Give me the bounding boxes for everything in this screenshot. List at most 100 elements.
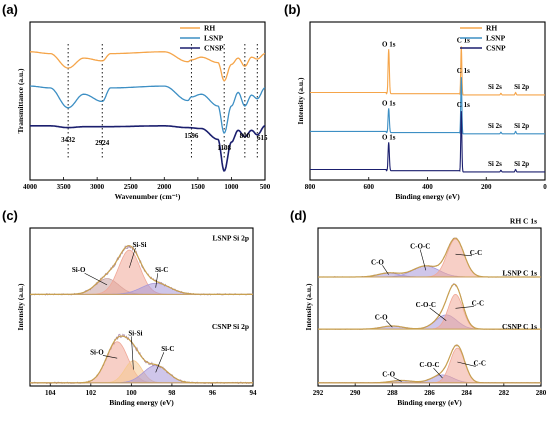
x-tick-label: 1000 bbox=[224, 183, 239, 191]
plot-frame bbox=[309, 21, 546, 181]
component-label: Si-O bbox=[72, 266, 86, 274]
plot-frame bbox=[29, 21, 266, 181]
spectrum-label: LSNP C 1s bbox=[502, 268, 537, 277]
x-tick-label: 282 bbox=[499, 389, 510, 397]
peak-label-o1s: O 1s bbox=[382, 40, 396, 48]
x-tick-label: 800 bbox=[305, 183, 316, 191]
peak-label: 3432 bbox=[61, 136, 76, 144]
spectrum-label: RH C 1s bbox=[510, 216, 537, 225]
peak-label-si2p: Si 2p bbox=[514, 160, 529, 168]
component-leader-line bbox=[131, 336, 134, 370]
series-line-lsnp bbox=[30, 85, 266, 134]
peak-label-si2s: Si 2s bbox=[488, 160, 502, 168]
peak-label: 800 bbox=[240, 132, 251, 140]
panel-letter: (b) bbox=[284, 2, 301, 17]
x-axis-label: Binding energy (eV) bbox=[395, 192, 460, 201]
x-tick-label: 280 bbox=[536, 389, 547, 397]
x-tick-label: 0 bbox=[543, 183, 547, 191]
peak-label-o1s: O 1s bbox=[382, 134, 396, 142]
x-tick-label: 290 bbox=[350, 389, 361, 397]
x-tick-label: 96 bbox=[209, 389, 217, 397]
peak-label-si2p: Si 2p bbox=[514, 122, 529, 130]
series-line-cnsp bbox=[30, 125, 266, 172]
component-label: C-C bbox=[470, 249, 482, 257]
component-leader-line bbox=[429, 307, 447, 321]
series-line-csnp bbox=[310, 111, 545, 173]
peak-label: 1108 bbox=[217, 144, 231, 152]
component-leader-line bbox=[155, 352, 165, 373]
component-label: Si-Si bbox=[128, 329, 142, 337]
x-tick-label: 3000 bbox=[90, 183, 105, 191]
peak-label: 1596 bbox=[184, 132, 199, 140]
legend-label: RH bbox=[204, 24, 215, 33]
y-axis-label: Intensity (a.u.) bbox=[296, 77, 305, 124]
panel-letter: (c) bbox=[2, 208, 18, 223]
x-tick-label: 4000 bbox=[23, 183, 38, 191]
component-label: C-O-C bbox=[410, 243, 430, 251]
legend-label: LSNP bbox=[204, 34, 224, 43]
x-tick-label: 1500 bbox=[191, 183, 206, 191]
x-tick-label: 94 bbox=[250, 389, 258, 397]
x-tick-label: 102 bbox=[86, 389, 97, 397]
component-leader-line bbox=[385, 320, 393, 328]
component-leader-line bbox=[433, 367, 443, 379]
x-tick-label: 500 bbox=[260, 183, 271, 191]
component-leader-line bbox=[155, 273, 159, 288]
component-label: C-O bbox=[371, 258, 384, 266]
legend-label: RH bbox=[486, 24, 497, 33]
panel-b: 800 600 400 200 0 Binding energy (eV) Intensit… bbox=[284, 2, 547, 201]
component-label: C-O bbox=[375, 314, 388, 322]
x-tick-label: 400 bbox=[422, 183, 433, 191]
x-axis-label: Binding energy (eV) bbox=[397, 398, 462, 407]
y-axis-label: Transmittance (a.u.) bbox=[16, 68, 25, 134]
y-axis-label: Intensity (a.u.) bbox=[304, 283, 313, 330]
component-leader-line bbox=[393, 377, 402, 382]
x-tick-label: 3500 bbox=[57, 183, 72, 191]
series-line-rh bbox=[30, 51, 266, 82]
component-leader-line bbox=[102, 355, 118, 359]
x-tick-label: 2000 bbox=[157, 183, 172, 191]
legend-label: CNSP bbox=[204, 44, 224, 53]
peak-label-c1s: C 1s bbox=[457, 101, 470, 109]
x-tick-label: 98 bbox=[168, 389, 176, 397]
plot-frame bbox=[29, 227, 254, 387]
x-tick-label: 2500 bbox=[124, 183, 139, 191]
component-label: Si-O bbox=[90, 348, 104, 356]
x-tick-label: 292 bbox=[313, 389, 324, 397]
x-tick-label: 284 bbox=[461, 389, 472, 397]
y-axis-label: Intensity (a.u.) bbox=[16, 283, 25, 330]
component-label: C-C bbox=[473, 359, 485, 367]
peak-label-si2s: Si 2s bbox=[488, 83, 502, 91]
series-line-lsnp bbox=[310, 77, 545, 135]
x-tick-label: 288 bbox=[387, 389, 398, 397]
legend-label: LSNP bbox=[486, 34, 506, 43]
x-axis-label: Binding energy (eV) bbox=[109, 398, 174, 407]
panel-d: 292 290 288 286 284 282 280 Binding energy (eV)… bbox=[290, 208, 547, 407]
peak-label-c1s: C 1s bbox=[457, 67, 470, 75]
component-label: Si-Si bbox=[132, 241, 146, 249]
x-tick-label: 200 bbox=[481, 183, 492, 191]
x-tick-label: 104 bbox=[45, 389, 56, 397]
peak-label-c1s: C 1s bbox=[457, 36, 470, 44]
x-axis-label: Wavenumber (cm⁻¹) bbox=[115, 192, 181, 201]
component-label: C-O bbox=[382, 371, 395, 379]
spectrum-label: CSNP C 1s bbox=[502, 322, 537, 331]
panel-a: 4000 3500 3000 2500 2000 1500 1000 500 Wavenumbe… bbox=[2, 2, 271, 201]
panel-letter: (a) bbox=[2, 2, 18, 17]
panel-c: 104 102 100 98 96 94 Binding energy (eV) Intens… bbox=[2, 208, 257, 407]
component-leader-line bbox=[455, 306, 474, 309]
x-tick-label: 100 bbox=[126, 389, 137, 397]
component-label: C-O-C bbox=[416, 301, 436, 309]
peak-label: 615 bbox=[257, 134, 268, 142]
panel-letter: (d) bbox=[290, 208, 307, 223]
x-tick-label: 286 bbox=[424, 389, 435, 397]
component-label: Si-C bbox=[155, 266, 168, 274]
legend-label: CSNP bbox=[486, 44, 506, 53]
peak-label-si2s: Si 2s bbox=[488, 122, 502, 130]
component-label: Si-C bbox=[161, 345, 174, 353]
component-leader-line bbox=[84, 272, 108, 286]
peak-label-si2p: Si 2p bbox=[514, 83, 529, 91]
spectrum-label: LSNP Si 2p bbox=[212, 234, 249, 243]
series-line-rh bbox=[310, 46, 545, 96]
component-leader-line bbox=[457, 361, 476, 367]
